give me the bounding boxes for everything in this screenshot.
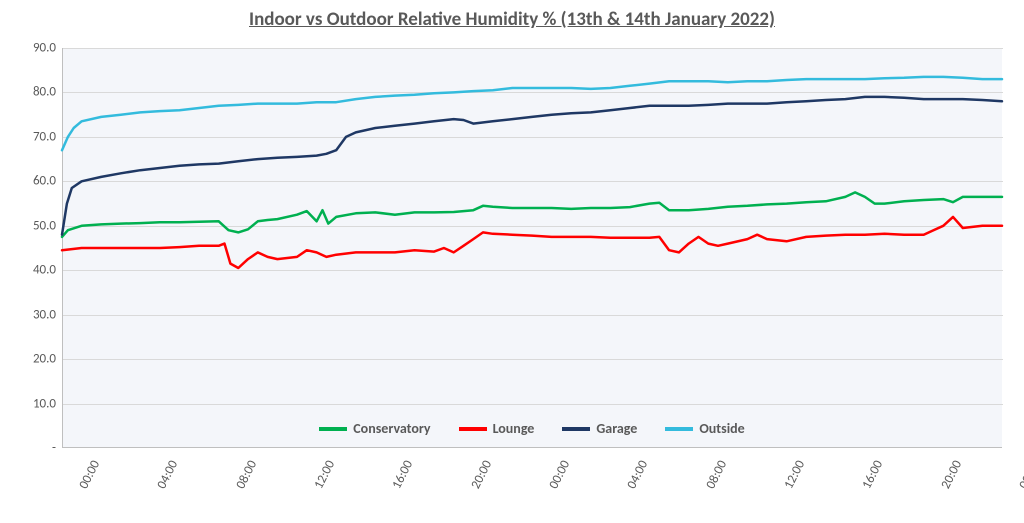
y-axis: -10.020.030.040.050.060.070.080.090.0 <box>0 48 62 448</box>
x-tick-label: 00:00 <box>546 458 573 491</box>
y-tick-label: 90.0 <box>16 41 56 56</box>
y-tick-label: - <box>16 441 56 456</box>
y-tick-label: 40.0 <box>16 263 56 278</box>
legend-label: Garage <box>596 420 637 437</box>
plot-area: Conservatory Lounge Garage Outside <box>62 48 1002 448</box>
chart-title: Indoor vs Outdoor Relative Humidity % (1… <box>0 0 1024 35</box>
x-tick-label: 04:00 <box>155 458 182 491</box>
legend-swatch-icon <box>562 427 590 431</box>
legend-swatch-icon <box>665 427 693 431</box>
legend-item-lounge: Lounge <box>459 420 535 437</box>
x-tick-label: 16:00 <box>860 458 887 491</box>
legend-item-garage: Garage <box>562 420 637 437</box>
x-tick-label: 00:00 <box>76 458 103 491</box>
x-tick-label: 20:00 <box>938 458 965 491</box>
y-tick-label: 60.0 <box>16 174 56 189</box>
x-tick-label: 00:00 <box>1016 458 1024 491</box>
x-tick-label: 04:00 <box>625 458 652 491</box>
legend-label: Conservatory <box>353 420 430 437</box>
x-tick-label: 12:00 <box>781 458 808 491</box>
series-garage <box>62 97 1002 235</box>
legend-label: Lounge <box>493 420 535 437</box>
y-tick-label: 10.0 <box>16 396 56 411</box>
y-tick-label: 30.0 <box>16 307 56 322</box>
x-tick-label: 16:00 <box>390 458 417 491</box>
legend-label: Outside <box>699 420 744 437</box>
series-lines <box>62 48 1002 448</box>
series-lounge <box>62 217 1002 268</box>
series-outside <box>62 77 1002 150</box>
humidity-chart: Indoor vs Outdoor Relative Humidity % (1… <box>0 0 1024 523</box>
x-tick-label: 08:00 <box>233 458 260 491</box>
y-tick-label: 20.0 <box>16 352 56 367</box>
series-conservatory <box>62 192 1002 237</box>
legend-swatch-icon <box>459 427 487 431</box>
y-tick-label: 70.0 <box>16 129 56 144</box>
x-tick-label: 20:00 <box>468 458 495 491</box>
legend-swatch-icon <box>319 427 347 431</box>
x-tick-label: 08:00 <box>703 458 730 491</box>
y-tick-label: 50.0 <box>16 218 56 233</box>
legend-item-outside: Outside <box>665 420 744 437</box>
y-tick-label: 80.0 <box>16 85 56 100</box>
x-axis: 00:00 04:00 08:00 12:00 16:00 20:00 00:00 04:00… <box>62 452 1002 512</box>
legend-item-conservatory: Conservatory <box>319 420 430 437</box>
legend: Conservatory Lounge Garage Outside <box>62 420 1002 437</box>
x-tick-label: 12:00 <box>311 458 338 491</box>
